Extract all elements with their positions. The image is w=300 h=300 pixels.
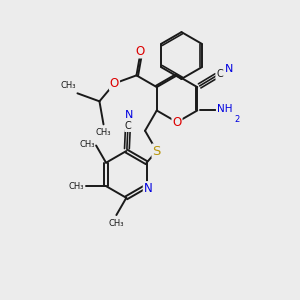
Text: C: C	[216, 69, 223, 79]
Text: CH₃: CH₃	[109, 219, 124, 228]
Text: S: S	[152, 145, 161, 158]
Text: O: O	[172, 116, 182, 129]
Text: CH₃: CH₃	[61, 81, 76, 90]
Text: O: O	[136, 44, 145, 58]
Text: CH₃: CH₃	[68, 182, 84, 190]
Text: 2: 2	[234, 115, 240, 124]
Text: CH₃: CH₃	[96, 128, 111, 137]
Text: N: N	[225, 64, 234, 74]
Text: CH₃: CH₃	[79, 140, 94, 149]
Text: O: O	[110, 77, 119, 90]
Text: N: N	[144, 182, 152, 195]
Text: N: N	[125, 110, 133, 120]
Text: NH: NH	[217, 104, 232, 114]
Text: C: C	[125, 121, 132, 131]
